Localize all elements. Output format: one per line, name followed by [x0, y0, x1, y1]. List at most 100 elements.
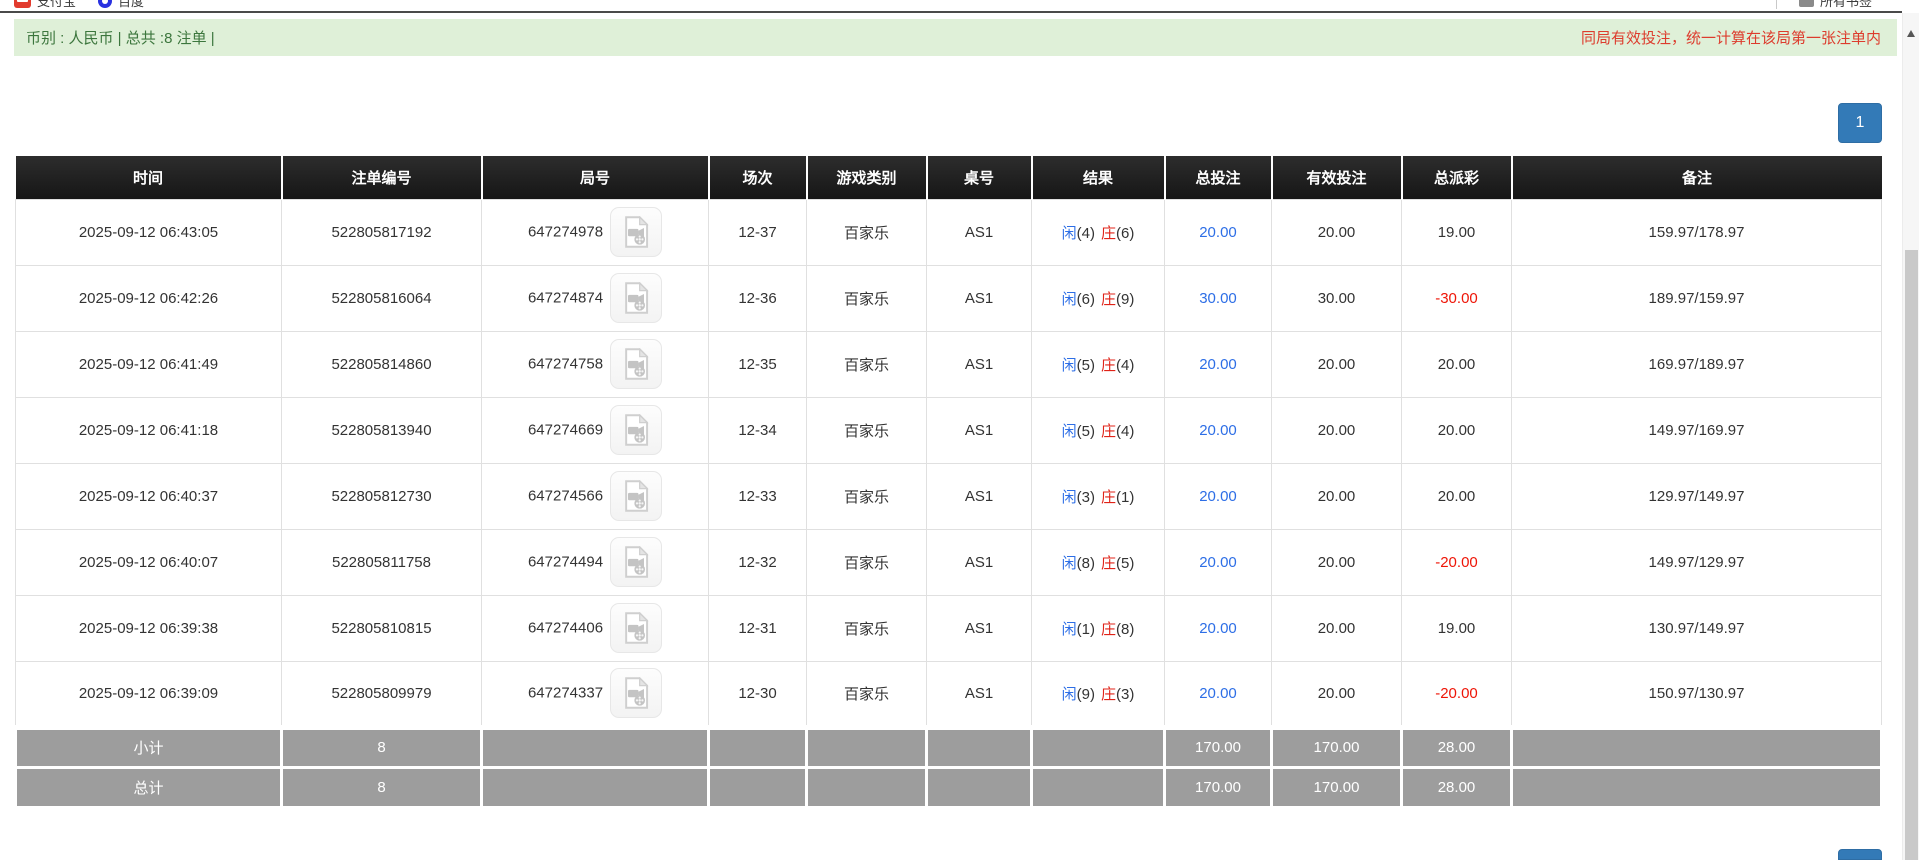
video-file-icon: [625, 677, 649, 709]
header-session: 场次: [708, 156, 808, 199]
all-bookmarks-button[interactable]: 所有书签: [1798, 0, 1872, 10]
game-type-cell: 百家乐: [806, 660, 927, 728]
result-cell: 闲(9) 庄(3): [1031, 660, 1165, 728]
total-payout: 28.00: [1400, 765, 1513, 809]
game-type-cell: 百家乐: [806, 330, 927, 398]
video-replay-button[interactable]: [610, 405, 663, 455]
total-bet-link[interactable]: 20.00: [1199, 553, 1237, 571]
video-replay-button[interactable]: [610, 339, 663, 389]
player-result-points: (6): [1076, 290, 1095, 308]
baidu-icon: [98, 0, 113, 8]
remark-cell: 130.97/149.97: [1511, 594, 1882, 662]
scroll-up-arrow-icon[interactable]: [1907, 30, 1915, 37]
player-result-points: (1): [1076, 620, 1095, 638]
pagination-bottom-partial-button[interactable]: [1838, 849, 1882, 860]
banker-result-points: (4): [1116, 422, 1135, 440]
video-replay-button[interactable]: [610, 668, 663, 718]
banker-result-label: 庄: [1101, 554, 1117, 572]
round-cell: 647274494: [481, 528, 709, 596]
session-cell: 12-30: [708, 660, 807, 728]
total-empty-cell: [805, 765, 928, 809]
total-bet-cell: 20.00: [1164, 528, 1272, 596]
player-result-points: (4): [1076, 224, 1095, 242]
header-total-bet: 总投注: [1164, 156, 1273, 199]
total-bet-link[interactable]: 20.00: [1199, 487, 1237, 505]
bookmark-baidu[interactable]: 百度: [98, 0, 144, 10]
subtotal-count: 8: [280, 724, 483, 769]
total-total-bet: 170.00: [1163, 765, 1273, 809]
table-number-cell: AS1: [926, 660, 1032, 728]
valid-bet-cell: 20.00: [1271, 528, 1402, 596]
scrollbar-thumb[interactable]: [1905, 250, 1918, 860]
player-result-label: 闲: [1061, 290, 1077, 308]
round-cell: 647274758: [481, 330, 709, 398]
payout-cell: -20.00: [1401, 660, 1512, 728]
bookmarks-bar: 支付宝 百度 所有书签: [0, 0, 1902, 13]
bet-number-cell: 522805809979: [281, 660, 482, 728]
banker-result-points: (8): [1116, 620, 1135, 638]
total-empty-cell: [925, 765, 1033, 809]
header-result: 结果: [1031, 156, 1166, 199]
round-number: 647274669: [527, 421, 604, 439]
round-number: 647274978: [527, 223, 604, 241]
total-bet-cell: 20.00: [1164, 330, 1272, 398]
folder-icon: [1798, 0, 1814, 7]
video-file-icon: [625, 282, 649, 314]
player-result-label: 闲: [1061, 488, 1077, 506]
round-cell: 647274669: [481, 396, 709, 464]
total-bet-link[interactable]: 30.00: [1199, 289, 1237, 307]
video-replay-button[interactable]: [610, 603, 663, 653]
total-bet-link[interactable]: 20.00: [1199, 619, 1237, 637]
payout-cell: 20.00: [1401, 396, 1512, 464]
session-cell: 12-35: [708, 330, 807, 398]
banker-result-label: 庄: [1101, 620, 1117, 638]
subtotal-empty-cell: [805, 724, 928, 769]
banker-result-label: 庄: [1101, 290, 1117, 308]
bookmarks-left: 支付宝 百度: [14, 0, 144, 10]
valid-bet-cell: 20.00: [1271, 330, 1402, 398]
scrollbar[interactable]: [1902, 13, 1919, 860]
header-bet-number: 注单编号: [281, 156, 483, 199]
total-bet-link[interactable]: 20.00: [1199, 684, 1237, 702]
bookmarks-divider: [1775, 0, 1777, 9]
player-result-label: 闲: [1061, 554, 1077, 572]
time-cell: 2025-09-12 06:40:07: [15, 528, 282, 596]
total-empty-cell: [707, 765, 808, 809]
bet-number-cell: 522805813940: [281, 396, 482, 464]
result-cell: 闲(8) 庄(5): [1031, 528, 1165, 596]
video-replay-button[interactable]: [610, 207, 663, 257]
bet-record-row: 2025-09-12 06:43:05 522805817192 6472749…: [15, 198, 1882, 266]
total-bet-link[interactable]: 20.00: [1199, 355, 1237, 373]
total-bet-link[interactable]: 20.00: [1199, 223, 1237, 241]
time-cell: 2025-09-12 06:41:49: [15, 330, 282, 398]
round-cell: 647274978: [481, 198, 709, 266]
video-replay-button[interactable]: [610, 537, 663, 587]
pagination-page-1-button[interactable]: 1: [1838, 103, 1882, 143]
remark-cell: 129.97/149.97: [1511, 462, 1882, 530]
round-number: 647274566: [527, 487, 604, 505]
table-number-cell: AS1: [926, 594, 1032, 662]
currency-summary-text: 币别 : 人民币 | 总共 :8 注单 |: [26, 30, 215, 47]
bet-number-cell: 522805816064: [281, 264, 482, 332]
header-time: 时间: [15, 156, 283, 199]
game-type-cell: 百家乐: [806, 462, 927, 530]
table-number-cell: AS1: [926, 396, 1032, 464]
time-cell: 2025-09-12 06:42:26: [15, 264, 282, 332]
game-type-cell: 百家乐: [806, 264, 927, 332]
valid-bet-cell: 20.00: [1271, 198, 1402, 266]
remark-cell: 150.97/130.97: [1511, 660, 1882, 728]
bet-records-table: 时间 注单编号 局号 场次 游戏类别 桌号 结果 总投注 有效投注 总派彩 备注…: [14, 156, 1883, 809]
banker-result-label: 庄: [1101, 488, 1117, 506]
video-replay-button[interactable]: [610, 471, 663, 521]
header-payout: 总派彩: [1401, 156, 1513, 199]
round-number: 647274337: [527, 684, 604, 702]
bookmark-alipay[interactable]: 支付宝: [14, 0, 76, 10]
subtotal-empty-cell: [925, 724, 1033, 769]
bet-record-row: 2025-09-12 06:42:26 522805816064 6472748…: [15, 264, 1882, 332]
video-replay-button[interactable]: [610, 273, 663, 323]
result-cell: 闲(5) 庄(4): [1031, 330, 1165, 398]
remark-cell: 189.97/159.97: [1511, 264, 1882, 332]
total-bet-link[interactable]: 20.00: [1199, 421, 1237, 439]
game-type-cell: 百家乐: [806, 396, 927, 464]
subtotal-row: 小计 8 170.00 170.00 28.00: [14, 724, 1883, 769]
